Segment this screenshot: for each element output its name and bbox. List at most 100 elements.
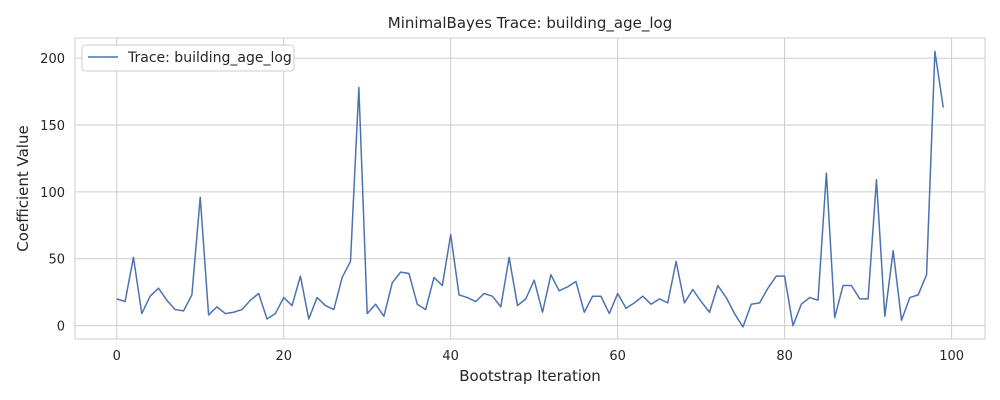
data-point — [942, 107, 944, 109]
data-point — [208, 314, 210, 316]
x-tick-label: 60 — [609, 349, 626, 364]
data-point — [742, 326, 744, 328]
data-point — [375, 303, 377, 305]
data-point — [350, 261, 352, 263]
data-point — [391, 282, 393, 284]
data-point — [600, 295, 602, 297]
data-point — [416, 303, 418, 305]
data-point — [308, 318, 310, 320]
y-tick-label: 50 — [48, 253, 65, 268]
data-point — [892, 250, 894, 252]
legend-label: Trace: building_age_log — [127, 50, 292, 66]
data-point — [408, 273, 410, 275]
data-point — [258, 293, 260, 295]
data-point — [191, 294, 193, 296]
data-point — [759, 302, 761, 304]
data-point — [583, 311, 585, 313]
data-point — [542, 311, 544, 313]
y-tick-label: 200 — [40, 52, 65, 67]
data-point — [316, 297, 318, 299]
data-point — [266, 318, 268, 320]
data-point — [475, 301, 477, 303]
data-point — [792, 325, 794, 327]
data-point — [550, 274, 552, 276]
data-point — [300, 275, 302, 277]
x-tick-label: 100 — [939, 349, 964, 364]
data-point — [241, 309, 243, 311]
data-point — [149, 295, 151, 297]
data-point — [383, 315, 385, 317]
data-point — [700, 301, 702, 303]
data-point — [275, 313, 277, 315]
data-point — [817, 299, 819, 301]
data-point — [166, 299, 168, 301]
data-point — [483, 293, 485, 295]
y-axis-title: Coefficient Value — [14, 125, 32, 251]
data-point — [909, 297, 911, 299]
x-tick-label: 80 — [776, 349, 793, 364]
data-point — [834, 317, 836, 319]
y-tick-label: 0 — [57, 320, 65, 335]
series-layer — [116, 50, 945, 328]
plot-frame — [74, 37, 986, 340]
data-point — [667, 302, 669, 304]
x-tick-label: 40 — [442, 349, 459, 364]
data-point — [926, 274, 928, 276]
data-point — [233, 311, 235, 313]
x-axis-title: Bootstrap Iteration — [459, 367, 601, 385]
data-point — [575, 281, 577, 283]
data-point — [158, 287, 160, 289]
data-point — [433, 277, 435, 279]
data-point — [634, 302, 636, 304]
data-point — [442, 285, 444, 287]
data-point — [784, 275, 786, 277]
data-point — [775, 275, 777, 277]
data-point — [684, 302, 686, 304]
data-point — [508, 257, 510, 259]
data-point — [425, 309, 427, 311]
data-point — [592, 295, 594, 297]
data-point — [750, 303, 752, 305]
data-point — [650, 303, 652, 305]
data-point — [199, 196, 201, 198]
data-point — [141, 313, 143, 315]
data-point — [609, 313, 611, 315]
data-point — [675, 261, 677, 263]
data-point — [458, 294, 460, 296]
data-point — [291, 305, 293, 307]
data-point — [876, 179, 878, 181]
data-point — [341, 277, 343, 279]
data-point — [642, 295, 644, 297]
y-tick-label: 100 — [40, 186, 65, 201]
data-point — [400, 271, 402, 273]
data-point — [116, 298, 118, 300]
data-point — [358, 87, 360, 89]
axis-ticks: 0 20 40 60 80 100 0 50 100 150 200 — [40, 52, 964, 364]
data-point — [901, 319, 903, 321]
data-point — [333, 309, 335, 311]
data-point — [525, 298, 527, 300]
legend: Trace: building_age_log — [81, 44, 295, 72]
data-point — [809, 297, 811, 299]
data-point — [717, 285, 719, 287]
data-point — [709, 311, 711, 313]
data-point — [500, 306, 502, 308]
x-tick-label: 0 — [113, 349, 121, 364]
data-point — [174, 309, 176, 311]
data-point — [842, 285, 844, 287]
chart-title: MinimalBayes Trace: building_age_log — [388, 14, 672, 33]
data-point — [934, 51, 936, 53]
series-line — [116, 50, 945, 328]
data-point — [124, 301, 126, 303]
data-point — [450, 234, 452, 236]
data-point — [567, 286, 569, 288]
data-point — [492, 295, 494, 297]
y-tick-label: 150 — [40, 119, 65, 134]
data-point — [625, 307, 627, 309]
data-point — [692, 289, 694, 291]
data-point — [183, 310, 185, 312]
data-point — [859, 298, 861, 300]
data-point — [867, 298, 869, 300]
data-point — [133, 257, 135, 259]
